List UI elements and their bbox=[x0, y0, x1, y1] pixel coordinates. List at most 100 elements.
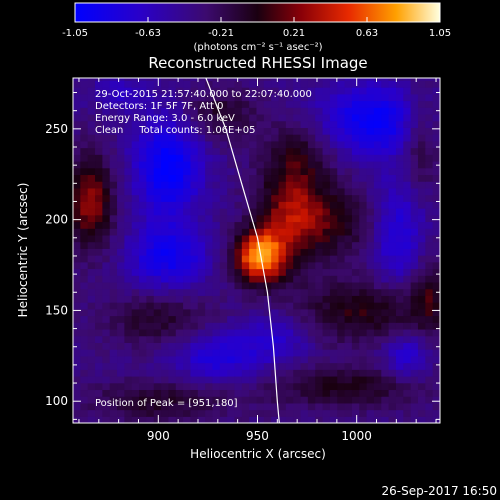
heatmap-cell bbox=[278, 335, 287, 343]
heatmap-cell bbox=[197, 342, 206, 350]
heatmap-cell bbox=[322, 328, 331, 337]
heatmap-cell bbox=[307, 248, 316, 256]
heatmap-cell bbox=[80, 335, 89, 343]
heatmap-cell bbox=[80, 402, 89, 411]
heatmap-cell bbox=[234, 208, 243, 216]
heatmap-cell bbox=[234, 375, 243, 384]
heatmap-cell bbox=[344, 154, 353, 162]
heatmap-cell bbox=[285, 288, 294, 296]
heatmap-cell bbox=[285, 100, 294, 108]
heatmap-cell bbox=[351, 120, 360, 128]
heatmap-cell bbox=[307, 349, 316, 357]
chart-title: Reconstructed RHESSI Image bbox=[148, 54, 367, 72]
heatmap-cell bbox=[73, 134, 81, 142]
heatmap-cell bbox=[322, 228, 331, 236]
heatmap-cell bbox=[322, 107, 331, 115]
heatmap-cell bbox=[227, 302, 236, 310]
heatmap-cell bbox=[293, 160, 302, 169]
heatmap-cell bbox=[263, 248, 272, 256]
heatmap-cell bbox=[300, 113, 309, 122]
heatmap-cell bbox=[403, 160, 412, 169]
heatmap-cell bbox=[80, 181, 89, 189]
heatmap-cell bbox=[205, 375, 214, 384]
heatmap-cell bbox=[102, 248, 111, 256]
heatmap-cell bbox=[124, 315, 133, 323]
heatmap-cell bbox=[227, 396, 236, 404]
heatmap-cell bbox=[285, 93, 294, 102]
heatmap-cell bbox=[432, 315, 440, 323]
heatmap-cell bbox=[124, 342, 133, 350]
heatmap-cell bbox=[161, 281, 170, 290]
heatmap-cell bbox=[95, 147, 103, 155]
heatmap-cell bbox=[73, 322, 81, 330]
heatmap-cell bbox=[285, 234, 294, 243]
heatmap-cell bbox=[73, 174, 81, 182]
heatmap-cell bbox=[234, 194, 243, 202]
heatmap-cell bbox=[366, 78, 375, 81]
heatmap-cell bbox=[131, 120, 140, 128]
heatmap-cell bbox=[190, 140, 199, 149]
heatmap-cell bbox=[395, 80, 404, 88]
heatmap-cell bbox=[95, 295, 103, 303]
heatmap-cell bbox=[161, 355, 170, 364]
heatmap-cell bbox=[117, 234, 125, 243]
heatmap-cell bbox=[300, 275, 309, 283]
heatmap-cell bbox=[124, 241, 133, 249]
heatmap-cell bbox=[344, 322, 353, 330]
heatmap-cell bbox=[432, 322, 440, 330]
heatmap-cell bbox=[124, 167, 133, 176]
heatmap-cell bbox=[315, 349, 324, 357]
heatmap-cell bbox=[95, 288, 103, 296]
heatmap-cell bbox=[80, 288, 89, 296]
heatmap-cell bbox=[256, 268, 265, 276]
heatmap-cell bbox=[388, 113, 397, 122]
heatmap-cell bbox=[124, 375, 133, 384]
heatmap-cell bbox=[337, 255, 346, 263]
heatmap-cell bbox=[337, 120, 346, 128]
heatmap-cell bbox=[212, 261, 221, 270]
heatmap-cell bbox=[410, 275, 419, 283]
heatmap-cell bbox=[256, 241, 265, 249]
heatmap-cell bbox=[95, 255, 103, 263]
heatmap-cell bbox=[87, 107, 96, 115]
heatmap-cell bbox=[102, 375, 111, 384]
heatmap-cell bbox=[300, 302, 309, 310]
heatmap-cell bbox=[366, 402, 375, 411]
heatmap-cell bbox=[410, 181, 419, 189]
heatmap-cell bbox=[403, 241, 412, 249]
heatmap-cell bbox=[212, 93, 221, 102]
heatmap-cell bbox=[285, 308, 294, 317]
heatmap-cell bbox=[241, 288, 250, 296]
heatmap-cell bbox=[73, 342, 81, 350]
heatmap-cell bbox=[271, 268, 280, 276]
heatmap-cell bbox=[80, 167, 89, 176]
heatmap-cell bbox=[344, 261, 353, 270]
heatmap-cell bbox=[153, 302, 162, 310]
heatmap-cell bbox=[219, 402, 228, 411]
heatmap-cell bbox=[234, 281, 243, 290]
heatmap-cell bbox=[205, 160, 214, 169]
heatmap-cell bbox=[190, 167, 199, 176]
heatmap-cell bbox=[131, 228, 140, 236]
heatmap-cell bbox=[388, 281, 397, 290]
heatmap-cell bbox=[175, 355, 184, 364]
heatmap-cell bbox=[124, 154, 133, 162]
heatmap-cell bbox=[197, 201, 206, 209]
heatmap-cell bbox=[131, 113, 140, 122]
heatmap-cell bbox=[395, 389, 404, 397]
heatmap-cell bbox=[175, 261, 184, 270]
heatmap-cell bbox=[307, 107, 316, 115]
heatmap-cell bbox=[373, 78, 382, 81]
heatmap-cell bbox=[190, 375, 199, 384]
heatmap-cell bbox=[168, 308, 177, 317]
heatmap-cell bbox=[80, 208, 89, 216]
heatmap-cell bbox=[403, 194, 412, 202]
heatmap-cell bbox=[432, 308, 440, 317]
heatmap-cell bbox=[344, 228, 353, 236]
heatmap-cell bbox=[329, 382, 338, 391]
heatmap-cell bbox=[73, 362, 81, 370]
heatmap-cell bbox=[307, 281, 316, 290]
heatmap-cell bbox=[410, 93, 419, 102]
heatmap-cell bbox=[197, 382, 206, 391]
heatmap-cell bbox=[263, 194, 272, 202]
